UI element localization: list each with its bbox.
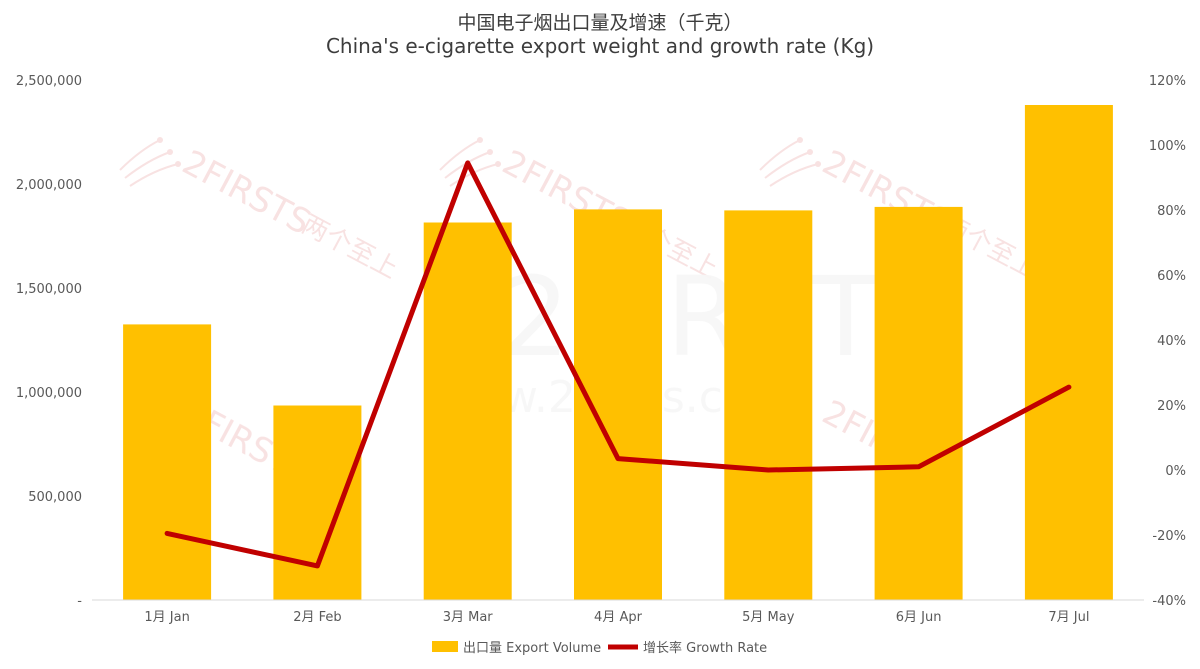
line-point bbox=[316, 565, 318, 567]
y-right-tick-label: 0% bbox=[1165, 464, 1186, 479]
bar bbox=[724, 210, 813, 600]
y-right-tick-label: 80% bbox=[1157, 204, 1186, 219]
y-right-tick-label: 60% bbox=[1157, 269, 1186, 284]
x-tick-label: 3月 Mar bbox=[443, 610, 494, 625]
x-tick-label: 2月 Feb bbox=[293, 610, 341, 625]
bar bbox=[123, 324, 212, 600]
axes: 1月 Jan 2月 Feb 3月 Mar 4月 Apr 5月 May 6月 Jun 7月 J… bbox=[16, 74, 1186, 625]
y-right-tick-label: 120% bbox=[1149, 74, 1186, 89]
bar bbox=[574, 209, 662, 600]
legend-swatch-bar bbox=[432, 641, 458, 652]
x-tick-label: 5月 May bbox=[742, 610, 795, 625]
x-tick-label: 1月 Jan bbox=[144, 610, 189, 625]
legend-label-line: 增长率 Growth Rate bbox=[643, 640, 767, 656]
line-point bbox=[767, 469, 769, 471]
y-right-tick-label: 20% bbox=[1157, 399, 1186, 414]
bar-series bbox=[123, 105, 1113, 600]
watermark-brand-cn: 两个至上 bbox=[297, 210, 403, 285]
line-point bbox=[467, 162, 469, 164]
y-right-tick-label: 100% bbox=[1149, 139, 1186, 154]
y-right-tick-label: 40% bbox=[1157, 334, 1186, 349]
legend-label-bar: 出口量 Export Volume bbox=[463, 641, 601, 656]
bar bbox=[1024, 105, 1113, 600]
bar bbox=[874, 206, 963, 600]
y-left-tick-label: - bbox=[77, 594, 82, 609]
line-point bbox=[166, 532, 168, 534]
line-series bbox=[164, 160, 1072, 569]
y-left-tick-label: 500,000 bbox=[28, 490, 82, 505]
y-right-tick-label: -20% bbox=[1152, 529, 1186, 544]
legend: 出口量 Export Volume 增长率 Growth Rate bbox=[432, 640, 767, 656]
line-point bbox=[918, 466, 920, 468]
chart-title: 中国电子烟出口量及增速（千克） bbox=[457, 12, 743, 34]
watermark-logo-icon bbox=[439, 137, 501, 187]
bar bbox=[273, 405, 362, 600]
x-tick-label: 6月 Jun bbox=[896, 610, 942, 625]
y-left-tick-label: 2,500,000 bbox=[16, 74, 82, 89]
line-point bbox=[1068, 386, 1070, 388]
y-left-tick-label: 1,500,000 bbox=[16, 282, 82, 297]
y-left-tick-label: 2,000,000 bbox=[16, 178, 82, 193]
chart-subtitle: China's e-cigarette export weight and gr… bbox=[325, 34, 875, 58]
x-tick-label: 4月 Apr bbox=[594, 610, 643, 625]
line-point bbox=[617, 458, 619, 460]
y-left-tick-label: 1,000,000 bbox=[16, 386, 82, 401]
y-right-tick-label: -40% bbox=[1152, 594, 1186, 609]
watermark-logo-icon bbox=[119, 137, 181, 187]
watermark-brand: 2FIRSTS bbox=[176, 143, 317, 243]
x-tick-label: 7月 Jul bbox=[1048, 610, 1089, 625]
watermark-logo-icon bbox=[759, 137, 821, 187]
bar bbox=[423, 222, 512, 600]
